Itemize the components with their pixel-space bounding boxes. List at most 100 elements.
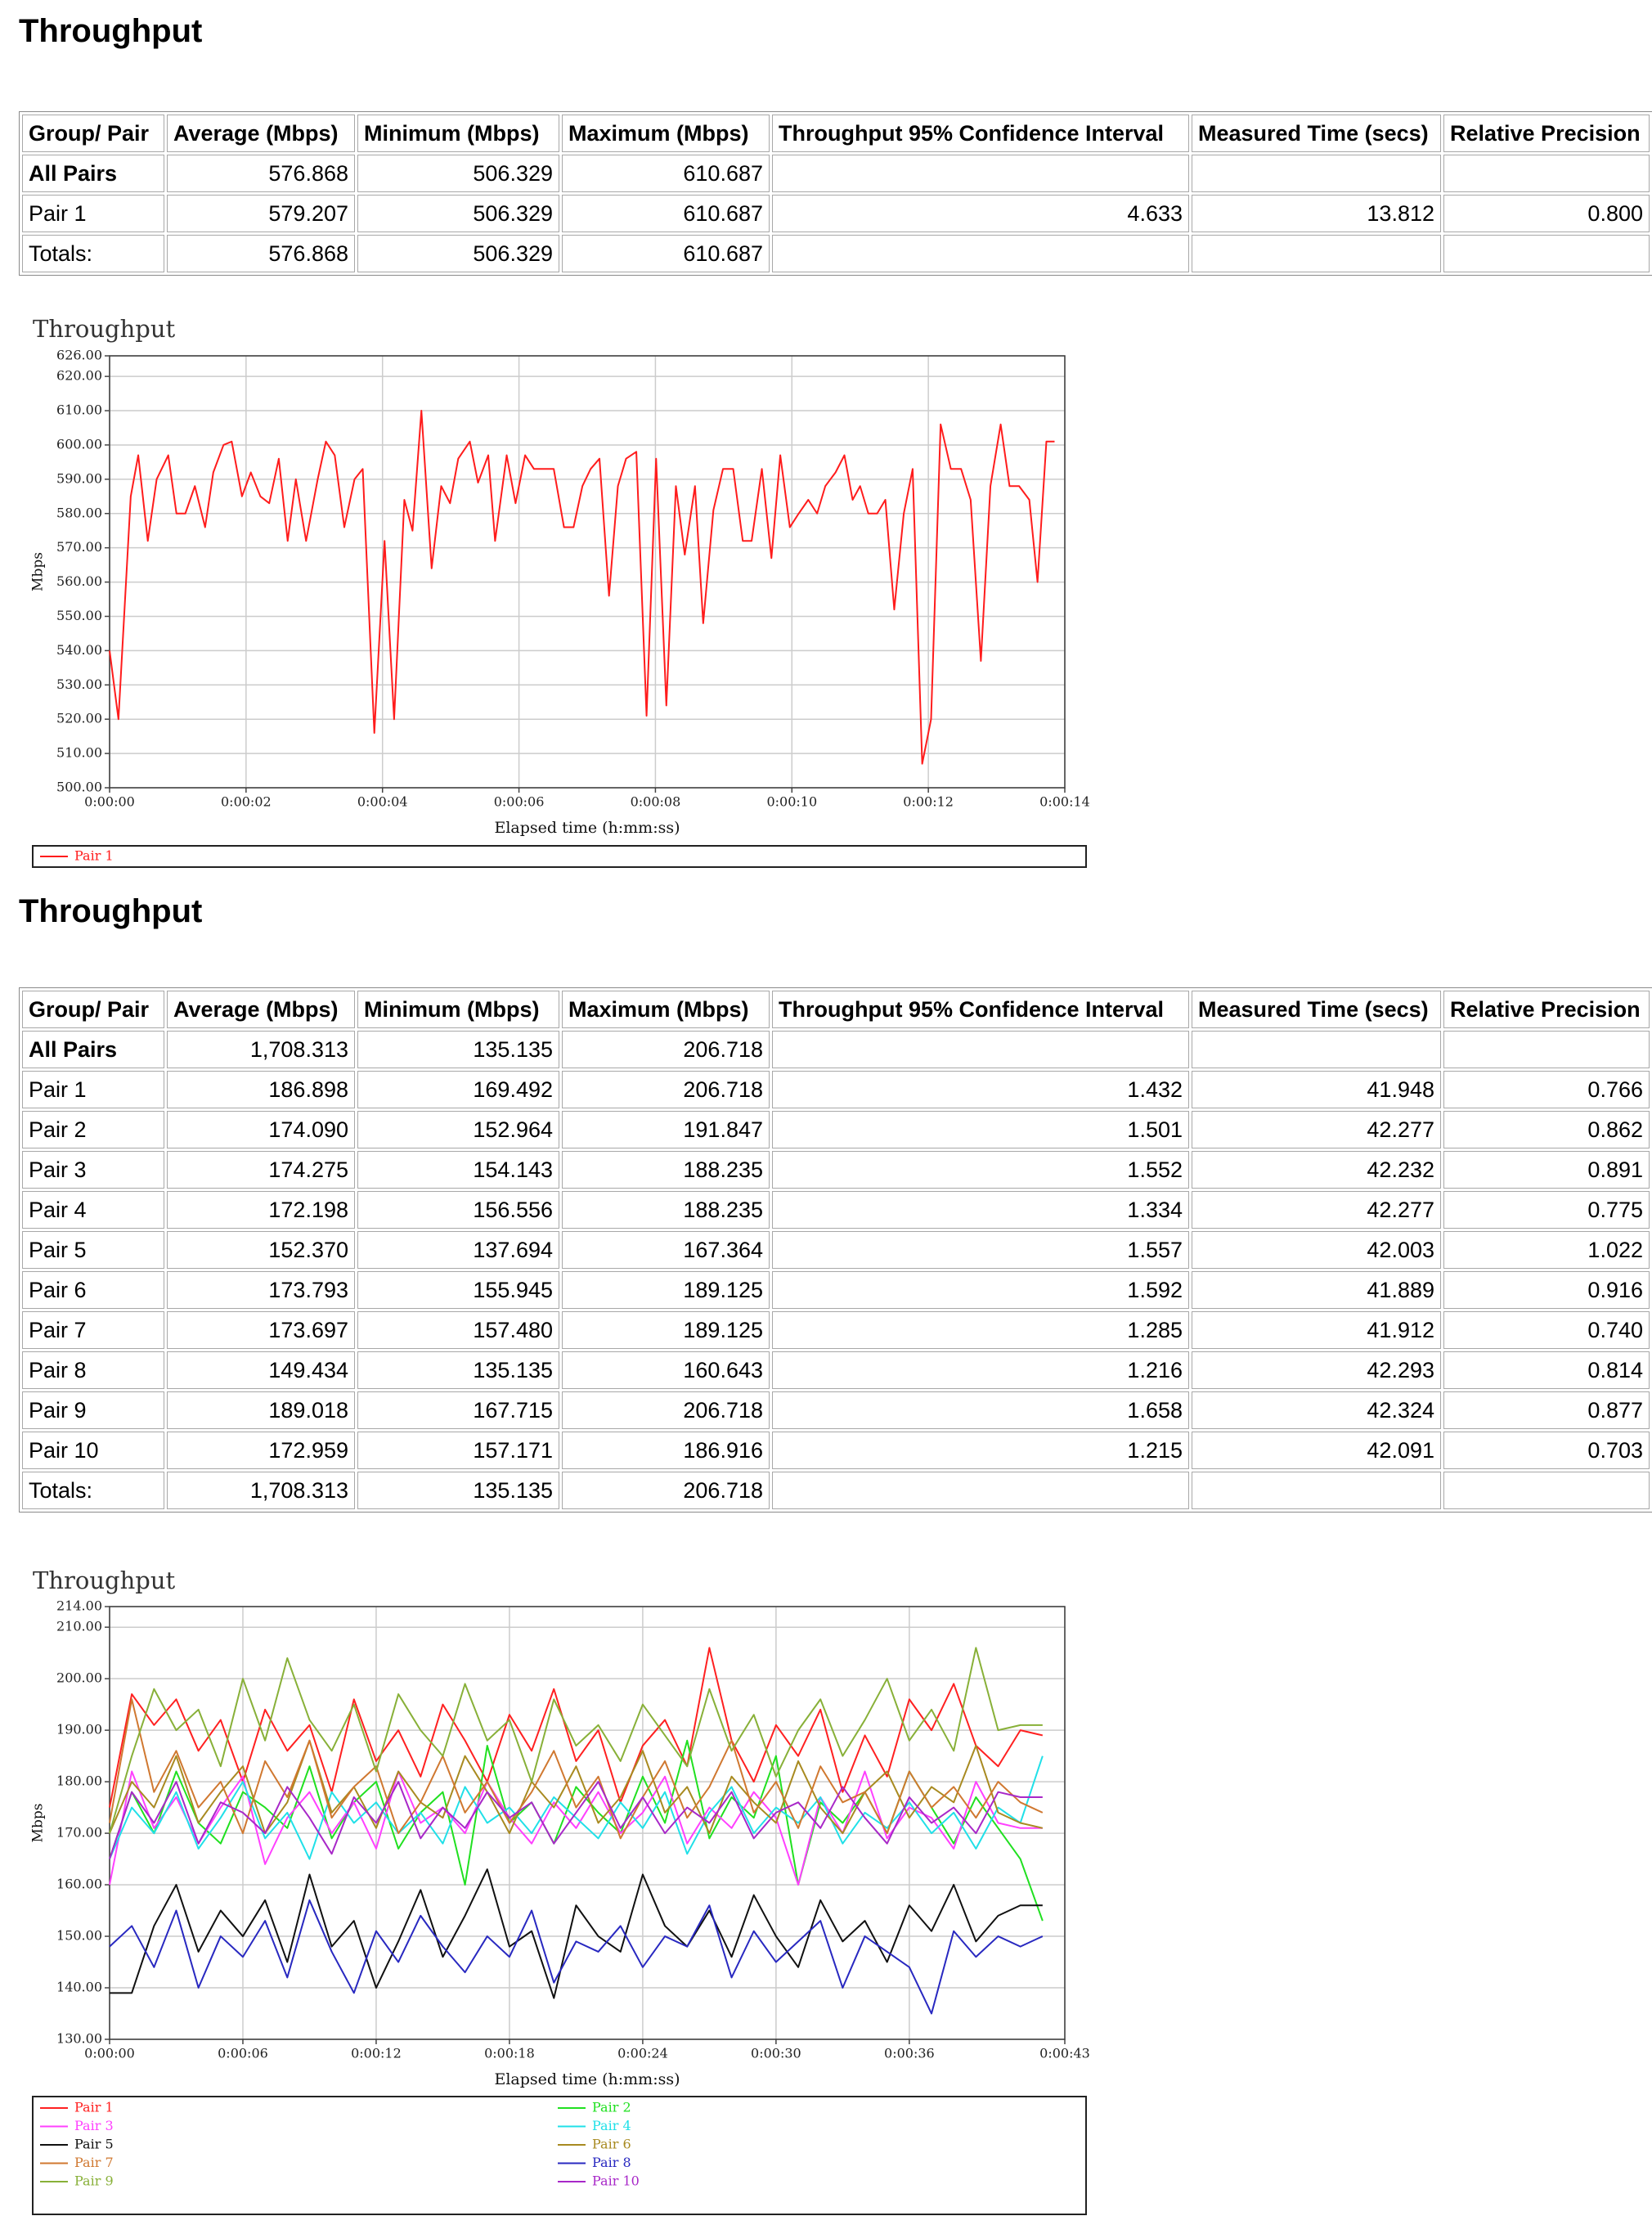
table-cell: 42.232	[1192, 1151, 1441, 1189]
table-row: Pair 7 173.697 157.480 189.125 1.285 41.912 0.…	[22, 1311, 1650, 1349]
table-cell: 0.916	[1443, 1271, 1650, 1309]
data-table: Group/ Pair Average (Mbps) Minimum (Mbps) M…	[19, 987, 1652, 1513]
table-cell: 1,708.313	[167, 1031, 355, 1068]
table-cell: 206.718	[562, 1391, 770, 1429]
legend-label: Pair 1	[74, 848, 114, 864]
table-cell: 137.694	[357, 1231, 559, 1269]
y-tick-label: 190.00	[56, 1722, 102, 1737]
series-line	[109, 1755, 1044, 1860]
y-tick-label: 600.00	[56, 436, 102, 452]
x-tick-label: 0:00:18	[484, 2046, 535, 2061]
table-cell: 173.793	[167, 1271, 355, 1309]
table-cell: 576.868	[167, 155, 355, 192]
table-row: Pair 6 173.793 155.945 189.125 1.592 41.889 0.…	[22, 1271, 1650, 1309]
table-cell: 610.687	[562, 195, 770, 232]
legend-box	[32, 845, 1087, 868]
table-cell: 1.285	[772, 1311, 1189, 1349]
x-tick-label: 0:00:06	[494, 794, 545, 810]
table-cell: 1,708.313	[167, 1472, 355, 1509]
table-cell: 172.959	[167, 1432, 355, 1469]
header-cell: Average (Mbps)	[167, 991, 355, 1028]
header-cell: Average (Mbps)	[167, 115, 355, 152]
x-tick-label: 0:00:36	[884, 2046, 935, 2061]
table-cell: 13.812	[1192, 195, 1441, 232]
table-cell: 610.687	[562, 155, 770, 192]
legend-label: Pair 1	[74, 2100, 114, 2115]
y-tick-label: 140.00	[56, 1980, 102, 1995]
table-cell: Pair 1	[22, 1071, 164, 1108]
legend-label: Pair 10	[592, 2173, 640, 2189]
table-cell	[772, 1031, 1189, 1068]
table-cell: All Pairs	[22, 1031, 164, 1068]
table-cell	[1192, 235, 1441, 272]
table-cell: 155.945	[357, 1271, 559, 1309]
table-cell: 0.703	[1443, 1432, 1650, 1469]
section-title: Throughput	[19, 893, 203, 929]
y-tick-label: 210.00	[56, 1619, 102, 1634]
table-cell: Pair 7	[22, 1311, 164, 1349]
x-tick-label: 0:00:08	[631, 794, 681, 810]
series-line	[109, 1899, 1044, 2015]
table-cell: 1.592	[772, 1271, 1189, 1309]
header-cell: Relative Precision	[1443, 115, 1650, 152]
header-cell: Maximum (Mbps)	[562, 115, 770, 152]
table-cell: 579.207	[167, 195, 355, 232]
x-tick-label: 0:00:12	[903, 794, 954, 810]
y-tick-label: 520.00	[56, 711, 102, 726]
header-cell: Minimum (Mbps)	[357, 991, 559, 1028]
table-cell: Pair 10	[22, 1432, 164, 1469]
table-cell: 0.740	[1443, 1311, 1650, 1349]
table-cell: 4.633	[772, 195, 1189, 232]
table-cell: 576.868	[167, 235, 355, 272]
table-cell: Pair 1	[22, 195, 164, 232]
x-tick-label: 0:00:30	[751, 2046, 801, 2061]
table-cell: 1.022	[1443, 1231, 1650, 1269]
table-cell: 174.090	[167, 1111, 355, 1148]
table-cell: 1.658	[772, 1391, 1189, 1429]
x-tick-label: 0:00:06	[218, 2046, 268, 2061]
table-cell: 188.235	[562, 1151, 770, 1189]
table-cell: 135.135	[357, 1351, 559, 1389]
table-cell: 0.862	[1443, 1111, 1650, 1148]
legend-box	[32, 2096, 1087, 2215]
y-tick-label: 550.00	[56, 608, 102, 623]
table-cell: 189.018	[167, 1391, 355, 1429]
table-cell: 149.434	[167, 1351, 355, 1389]
table-cell: 154.143	[357, 1151, 559, 1189]
header-cell: Measured Time (secs)	[1192, 115, 1441, 152]
table-cell: 0.766	[1443, 1071, 1650, 1108]
y-axis-title: Mbps	[30, 552, 47, 591]
header-cell: Throughput 95% Confidence Interval	[772, 991, 1189, 1028]
table-cell: 206.718	[562, 1472, 770, 1509]
x-tick-label: 0:00:24	[617, 2046, 668, 2061]
table-cell: 167.364	[562, 1231, 770, 1269]
table-row: Pair 8 149.434 135.135 160.643 1.216 42.293 0.…	[22, 1351, 1650, 1389]
table-cell: Pair 6	[22, 1271, 164, 1309]
table-cell: 41.889	[1192, 1271, 1441, 1309]
table-cell	[772, 155, 1189, 192]
table-row: Pair 2 174.090 152.964 191.847 1.501 42.277 0.…	[22, 1111, 1650, 1148]
x-tick-label: 0:00:43	[1039, 2046, 1090, 2061]
table-cell: 42.277	[1192, 1191, 1441, 1229]
y-tick-label: 214.00	[56, 1598, 102, 1614]
table-cell: 173.697	[167, 1311, 355, 1349]
x-tick-label: 0:00:04	[357, 794, 408, 810]
header-cell: Maximum (Mbps)	[562, 991, 770, 1028]
x-axis-title: Elapsed time (h:mm:ss)	[494, 2070, 680, 2088]
table-cell: 206.718	[562, 1071, 770, 1108]
y-tick-label: 620.00	[56, 368, 102, 384]
table-cell	[1443, 235, 1650, 272]
series-line	[109, 1781, 1043, 1859]
table-cell: 506.329	[357, 155, 559, 192]
plot-area	[110, 356, 1065, 788]
table-row: All Pairs 1,708.313 135.135 206.718	[22, 1031, 1650, 1068]
table-cell: 135.135	[357, 1031, 559, 1068]
table-cell: 42.003	[1192, 1231, 1441, 1269]
y-tick-label: 180.00	[56, 1773, 102, 1789]
table-row: Pair 9 189.018 167.715 206.718 1.658 42.324 0.…	[22, 1391, 1650, 1429]
table-cell: 610.687	[562, 235, 770, 272]
legend-label: Pair 8	[592, 2155, 631, 2170]
table-row: Pair 1 579.207 506.329 610.687 4.633 13.812 0.…	[22, 195, 1650, 232]
table-cell: 42.091	[1192, 1432, 1441, 1469]
